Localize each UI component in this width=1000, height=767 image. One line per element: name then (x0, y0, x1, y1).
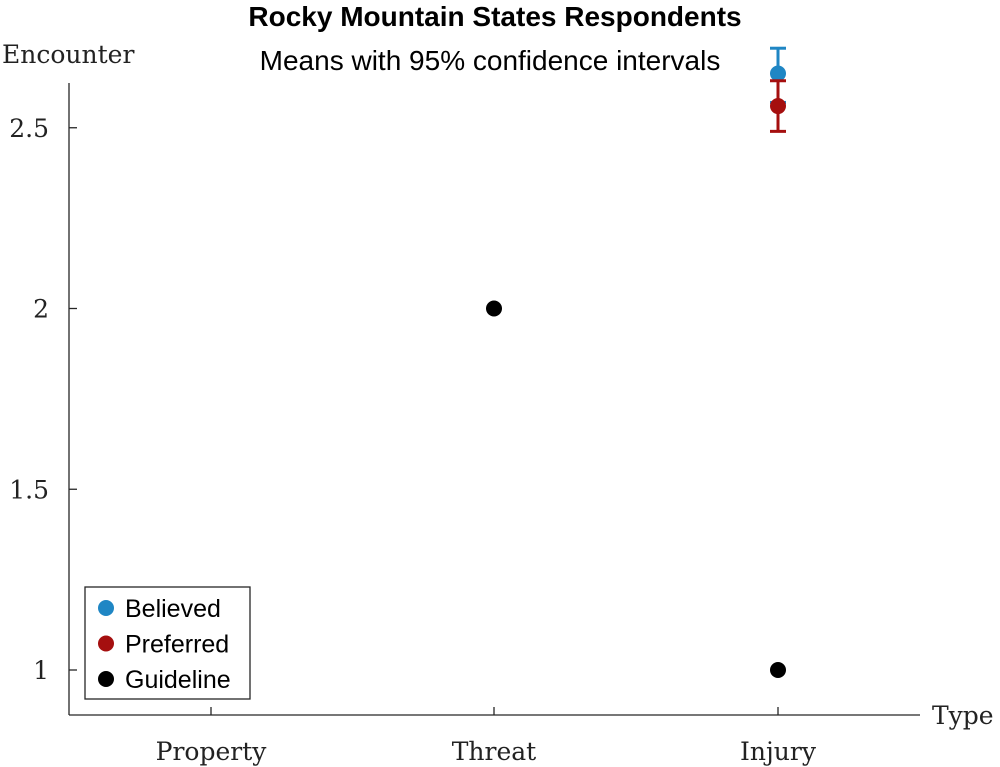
data-point-preferred (770, 98, 786, 115)
legend-marker-believed (98, 600, 114, 616)
data-marks (486, 46, 786, 678)
data-point-guideline (486, 300, 502, 317)
y-tick-label: 1.5 (9, 475, 49, 504)
legend-marker-guideline (98, 671, 114, 687)
x-tick-label: Threat (452, 737, 536, 766)
x-tick-label: Injury (740, 737, 817, 766)
y-tick-label: 2.5 (9, 114, 49, 143)
legend-label: Believed (125, 595, 221, 623)
legend-marker-preferred (98, 635, 114, 652)
x-tick-label: Property (156, 737, 268, 766)
x-axis-label: Type (932, 701, 994, 730)
data-point-guideline (770, 662, 786, 678)
legend-label: Preferred (125, 631, 229, 659)
y-axis-label: Encounter (2, 40, 134, 69)
legend-label: Guideline (125, 666, 231, 694)
chart-subtitle: Means with 95% confidence intervals (260, 45, 721, 76)
axes: 11.522.533.54PropertyThreatInjury (9, 83, 920, 766)
chart-title: Rocky Mountain States Respondents (248, 1, 741, 32)
y-tick-label: 2 (33, 295, 49, 324)
data-point-believed (770, 65, 786, 82)
legend: Believed Preferred Guideline (84, 586, 251, 700)
y-tick-label: 1 (33, 656, 49, 685)
